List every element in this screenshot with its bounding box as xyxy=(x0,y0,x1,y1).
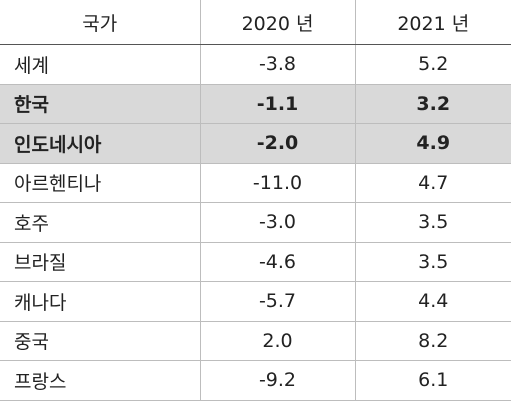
row: 인도네시아 -2.0 4.9 xyxy=(0,123,511,164)
country: 캐나다 xyxy=(0,281,200,322)
header-row: 국가 2020 년 2021 년 xyxy=(0,0,511,45)
value-2021: 8.2 xyxy=(354,321,511,361)
row: 중국 2.0 8.2 xyxy=(0,321,511,361)
value-2021: 4.9 xyxy=(354,123,511,164)
country: 인도네시아 xyxy=(0,123,200,164)
country: 아르헨티나 xyxy=(0,163,200,203)
value-2020: -3.8 xyxy=(199,44,355,85)
country: 호주 xyxy=(0,202,200,243)
value-2020: -11.0 xyxy=(199,163,355,203)
row: 브라질 -4.6 3.5 xyxy=(0,242,511,282)
value-2020: -1.1 xyxy=(199,84,355,124)
country: 세계 xyxy=(0,44,200,85)
value-2020: 2.0 xyxy=(199,321,355,361)
row: 캐나다 -5.7 4.4 xyxy=(0,281,511,322)
value-2021: 3.5 xyxy=(354,202,511,243)
value-2021: 4.4 xyxy=(354,281,511,322)
value-2020: -3.0 xyxy=(199,202,355,243)
row: 세계 -3.8 5.2 xyxy=(0,44,511,85)
value-2021: 3.5 xyxy=(354,242,511,282)
value-2020: -5.7 xyxy=(199,281,355,322)
header-cell: 국가 xyxy=(0,0,200,45)
row: 호주 -3.0 3.5 xyxy=(0,202,511,243)
value-2021: 4.7 xyxy=(354,163,511,203)
value-2020: -2.0 xyxy=(199,123,355,164)
country: 브라질 xyxy=(0,242,200,282)
value-2021: 6.1 xyxy=(354,360,511,401)
value-2021: 3.2 xyxy=(354,84,511,124)
country: 중국 xyxy=(0,321,200,361)
country: 프랑스 xyxy=(0,360,200,401)
row: 프랑스 -9.2 6.1 xyxy=(0,360,511,401)
country: 한국 xyxy=(0,84,200,124)
row: 아르헨티나 -11.0 4.7 xyxy=(0,163,511,203)
header-cell: 2021 년 xyxy=(354,0,511,45)
header-cell: 2020 년 xyxy=(199,0,355,45)
value-2020: -9.2 xyxy=(199,360,355,401)
value-2020: -4.6 xyxy=(199,242,355,282)
value-2021: 5.2 xyxy=(354,44,511,85)
row: 한국 -1.1 3.2 xyxy=(0,84,511,124)
